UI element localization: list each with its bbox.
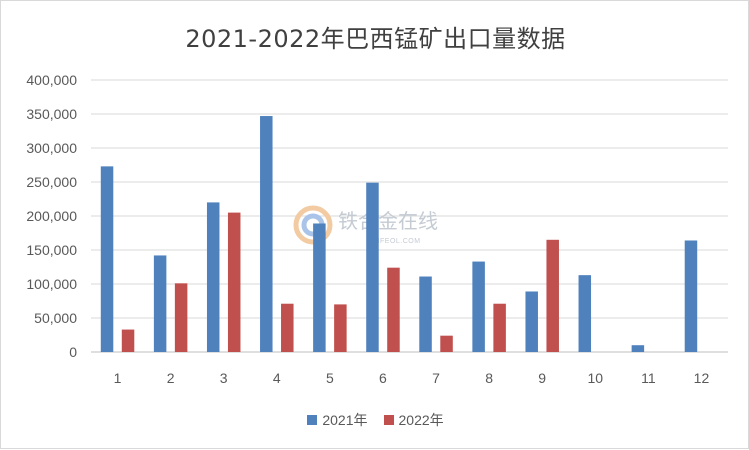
x-tick-label: 11 (641, 370, 656, 386)
x-tick-label: 12 (694, 370, 710, 386)
legend-item-2022[interactable]: 2022年 (383, 410, 444, 430)
bar-2021年-4[interactable] (260, 116, 273, 352)
legend-swatch-2021 (307, 415, 318, 425)
chart-title: 2021-2022年巴西锰矿出口量数据 (185, 25, 566, 53)
bar-2021年-1[interactable] (100, 166, 114, 352)
bars (100, 116, 698, 352)
x-tick-label: 4 (273, 370, 281, 386)
watermark-site: CIFEOL.COM (372, 238, 421, 245)
y-tick-label: 350,000 (26, 106, 77, 122)
x-tick-label: 8 (485, 370, 493, 386)
legend-label-2021: 2021年 (322, 412, 368, 428)
bar-2021年-7[interactable] (419, 276, 432, 352)
bar-2022年-7[interactable] (440, 335, 453, 352)
y-tick-label: 200,000 (26, 208, 77, 224)
legend-swatch-2022 (383, 415, 394, 425)
y-tick-label: 400,000 (26, 72, 77, 88)
x-tick-label: 1 (114, 370, 122, 386)
bar-2021年-12[interactable] (684, 240, 698, 352)
bar-2022年-4[interactable] (281, 303, 294, 352)
bar-2022年-1[interactable] (121, 329, 135, 352)
bar-2021年-3[interactable] (206, 202, 220, 352)
y-tick-label: 300,000 (26, 140, 77, 156)
bar-2022年-8[interactable] (493, 303, 506, 352)
y-tick-label: 50,000 (34, 310, 77, 326)
bar-2021年-10[interactable] (578, 275, 592, 352)
bar-2022年-5[interactable] (334, 304, 347, 352)
bar-2021年-8[interactable] (472, 261, 485, 352)
bar-2021年-6[interactable] (366, 182, 379, 352)
bar-2022年-6[interactable] (387, 267, 400, 352)
y-tick-label: 250,000 (26, 174, 77, 190)
x-tick-label: 7 (432, 370, 440, 386)
y-tick-label: 100,000 (26, 276, 77, 292)
y-axis-ticks: 0 50,000 100,000 150,000 200,000 250,000 300,0… (26, 72, 77, 360)
x-tick-label: 9 (538, 370, 546, 386)
bar-2021年-9[interactable] (525, 291, 538, 352)
x-tick-label: 10 (588, 370, 604, 386)
bar-2021年-11[interactable] (631, 345, 645, 352)
watermark-brand: 铁合金在线 (338, 209, 438, 233)
x-tick-label: 5 (326, 370, 334, 386)
legend-label-2022: 2022年 (398, 412, 444, 428)
bar-2022年-3[interactable] (227, 212, 241, 352)
x-tick-label: 2 (167, 370, 175, 386)
x-tick-label: 6 (379, 370, 387, 386)
watermark-logo-icon (293, 205, 333, 245)
legend-item-2021[interactable]: 2021年 (307, 410, 368, 430)
bar-2021年-2[interactable] (153, 255, 167, 352)
bar-2022年-2[interactable] (174, 283, 188, 352)
grid-lines (91, 79, 728, 353)
x-tick-label: 3 (220, 370, 228, 386)
legend: 2021年 2022年 (1, 410, 749, 430)
x-axis-ticks: 1 2 3 4 5 6 7 8 9 10 11 12 (114, 370, 710, 386)
bar-2022年-9[interactable] (546, 239, 559, 352)
y-tick-label: 150,000 (26, 242, 77, 258)
bar-2021年-5[interactable] (313, 223, 326, 352)
y-tick-label: 0 (69, 344, 77, 360)
